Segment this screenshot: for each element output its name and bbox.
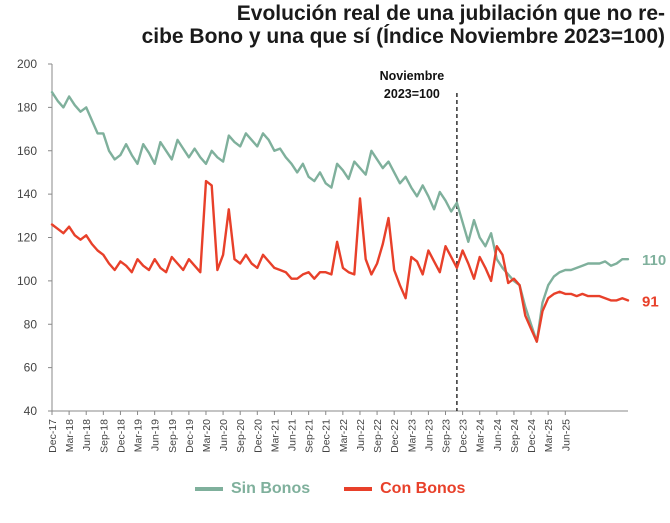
x-tick-label: Sep-22 bbox=[372, 419, 384, 453]
x-tick-label: Sep-18 bbox=[98, 419, 110, 453]
x-tick-label: Mar-24 bbox=[475, 419, 487, 452]
chart-title-line-2: cibe Bono y una que sí (Índice Noviembre… bbox=[141, 25, 665, 48]
x-tick-label: Mar-18 bbox=[64, 419, 76, 452]
x-tick-label: Jun-18 bbox=[81, 419, 93, 451]
y-tick-label: 40 bbox=[24, 404, 38, 418]
y-tick-label: 80 bbox=[24, 317, 38, 331]
x-tick-label: Jun-20 bbox=[218, 419, 230, 451]
y-tick-label: 60 bbox=[24, 361, 38, 375]
legend-label-sin-bonos: Sin Bonos bbox=[231, 480, 311, 497]
end-value-label-sin-bonos: 110 bbox=[642, 252, 666, 269]
series-line-con-bonos bbox=[50, 179, 630, 343]
x-tick-label: Sep-24 bbox=[509, 419, 521, 453]
x-tick-label: Dec-24 bbox=[526, 419, 538, 453]
legend-swatch-sin-bonos bbox=[195, 487, 223, 491]
x-tick-label: Dec-21 bbox=[321, 419, 333, 453]
x-tick-label: Jun-23 bbox=[423, 419, 435, 451]
legend-swatch-con-bonos bbox=[344, 487, 373, 491]
y-tick-label: 200 bbox=[17, 57, 37, 71]
x-tick-label: Mar-20 bbox=[201, 419, 213, 452]
x-tick-label: Jun-22 bbox=[355, 419, 367, 451]
x-tick-label: Mar-21 bbox=[269, 419, 281, 452]
x-tick-label: Sep-21 bbox=[304, 419, 316, 453]
x-tick-label: Sep-23 bbox=[441, 419, 453, 453]
annotation-label-line-1: Noviembre bbox=[380, 69, 445, 83]
x-tick-label: Jun-19 bbox=[150, 419, 162, 451]
y-tick-label: 180 bbox=[17, 100, 37, 114]
x-tick-label: Dec-18 bbox=[115, 419, 127, 453]
y-tick-label: 160 bbox=[17, 144, 37, 158]
y-tick-label: 140 bbox=[17, 187, 37, 201]
y-tick-label: 120 bbox=[17, 231, 37, 245]
y-tick-label: 100 bbox=[17, 274, 37, 288]
annotation-label-line-2: 2023=100 bbox=[384, 87, 440, 101]
end-value-label-con-bonos: 91 bbox=[642, 293, 659, 310]
x-tick-label: Mar-25 bbox=[543, 419, 555, 452]
x-tick-label: Mar-22 bbox=[338, 419, 350, 452]
legend-item-con-bonos: Con Bonos bbox=[344, 480, 465, 498]
x-tick-label: Sep-20 bbox=[235, 419, 247, 453]
series-line-sin-bonos bbox=[50, 91, 630, 343]
x-tick-label: Dec-19 bbox=[184, 419, 196, 453]
legend-label-con-bonos: Con Bonos bbox=[380, 480, 466, 497]
x-tick-label: Dec-17 bbox=[47, 419, 59, 453]
x-tick-label: Dec-23 bbox=[458, 419, 470, 453]
x-tick-label: Mar-23 bbox=[406, 419, 418, 452]
chart-title: Evolución real de una jubilación que no … bbox=[100, 2, 665, 48]
x-tick-label: Dec-20 bbox=[252, 419, 264, 453]
x-tick-label: Jun-21 bbox=[287, 419, 299, 451]
x-tick-label: Jun-25 bbox=[560, 419, 572, 451]
x-tick-label: Sep-19 bbox=[167, 419, 179, 453]
x-tick-label: Dec-22 bbox=[389, 419, 401, 453]
x-tick-label: Jun-24 bbox=[492, 419, 504, 451]
legend-item-sin-bonos: Sin Bonos bbox=[195, 480, 310, 498]
chart-title-line-1: Evolución real de una jubilación que no … bbox=[236, 2, 665, 25]
legend: Sin Bonos Con Bonos bbox=[195, 480, 465, 498]
x-tick-label: Mar-19 bbox=[133, 419, 145, 452]
